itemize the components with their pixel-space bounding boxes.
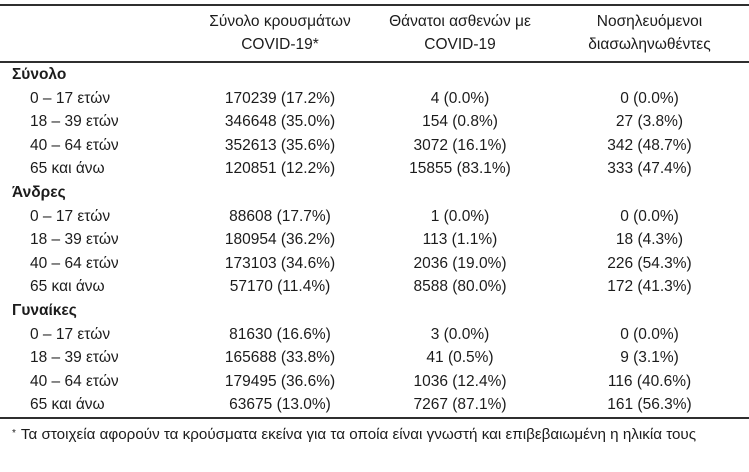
age-label: 40 – 64 ετών	[30, 136, 119, 154]
table-footnote: * Τα στοιχεία αφορούν τα κρούσματα εκείνα…	[0, 416, 749, 444]
age-label: 40 – 64 ετών	[30, 254, 119, 272]
table-row: 18 – 39 ετών 180954 (36.2%) 113 (1.1%) 1…	[0, 228, 749, 252]
deaths-value: 7267 (87.1%)	[413, 396, 507, 414]
covid-age-statistics-page: Σύνολο κρουσμάτων COVID-19* Θάνατοι ασθε…	[0, 4, 749, 444]
intubated-value: 342 (48.7%)	[607, 136, 692, 154]
header-intubated: Νοσηλευόμενοι διασωληνωθέντες	[550, 5, 749, 63]
age-label: 65 και άνω	[30, 160, 105, 178]
intubated-value: 9 (3.1%)	[620, 349, 679, 367]
table-row: 18 – 39 ετών 165688 (33.8%) 41 (0.5%) 9 …	[0, 346, 749, 370]
header-deaths-line2: COVID-19	[424, 36, 496, 53]
table-body: Σύνολο 0 – 17 ετών 170239 (17.2%) 4 (0.0…	[0, 62, 749, 417]
deaths-value: 1036 (12.4%)	[413, 372, 507, 390]
cases-value: 173103 (34.6%)	[224, 254, 336, 272]
table-row: 65 και άνω 57170 (11.4%) 8588 (80.0%) 17…	[0, 275, 749, 299]
table-row: 40 – 64 ετών 352613 (35.6%) 3072 (16.1%)…	[0, 134, 749, 158]
intubated-value: 116 (40.6%)	[607, 372, 692, 390]
footnote-text: Τα στοιχεία αφορούν τα κρούσματα εκείνα …	[20, 425, 697, 443]
deaths-value: 15855 (83.1%)	[409, 160, 511, 178]
section-title-men: Άνδρες	[12, 183, 66, 201]
section-title-women: Γυναίκες	[12, 301, 77, 319]
cases-value: 352613 (35.6%)	[224, 136, 336, 154]
age-label: 65 και άνω	[30, 396, 105, 414]
table-row: 0 – 17 ετών 81630 (16.6%) 3 (0.0%) 0 (0.…	[0, 323, 749, 347]
cases-value: 88608 (17.7%)	[229, 207, 331, 225]
header-total-cases: Σύνολο κρουσμάτων COVID-19*	[190, 5, 370, 63]
header-intubated-line2: διασωληνωθέντες	[588, 36, 711, 53]
cases-value: 180954 (36.2%)	[224, 231, 336, 249]
age-label: 0 – 17 ετών	[30, 207, 111, 225]
intubated-value: 27 (3.8%)	[615, 113, 684, 131]
deaths-value: 3072 (16.1%)	[413, 136, 507, 154]
cases-value: 63675 (13.0%)	[229, 396, 331, 414]
age-label: 18 – 39 ετών	[30, 231, 119, 249]
deaths-value: 2036 (19.0%)	[413, 254, 507, 272]
table-row: 18 – 39 ετών 346648 (35.0%) 154 (0.8%) 2…	[0, 110, 749, 134]
intubated-value: 333 (47.4%)	[607, 160, 692, 178]
deaths-value: 3 (0.0%)	[430, 325, 490, 343]
table-header: Σύνολο κρουσμάτων COVID-19* Θάνατοι ασθε…	[0, 5, 749, 63]
deaths-value: 8588 (80.0%)	[413, 278, 507, 296]
section-row-women: Γυναίκες	[0, 299, 749, 323]
cases-value: 165688 (33.8%)	[224, 349, 336, 367]
table-row: 40 – 64 ετών 179495 (36.6%) 1036 (12.4%)…	[0, 370, 749, 394]
table-row: 65 και άνω 120851 (12.2%) 15855 (83.1%) …	[0, 157, 749, 181]
cases-value: 120851 (12.2%)	[224, 160, 336, 178]
section-row-total: Σύνολο	[0, 62, 749, 87]
cases-value: 179495 (36.6%)	[224, 372, 336, 390]
deaths-value: 154 (0.8%)	[422, 113, 498, 131]
deaths-value: 1 (0.0%)	[430, 207, 490, 225]
cases-value: 170239 (17.2%)	[224, 89, 336, 107]
deaths-value: 113 (1.1%)	[422, 231, 498, 249]
header-total-cases-line1: Σύνολο κρουσμάτων	[209, 13, 351, 30]
intubated-value: 0 (0.0%)	[620, 325, 679, 343]
table-row: 0 – 17 ετών 170239 (17.2%) 4 (0.0%) 0 (0…	[0, 87, 749, 111]
age-label: 18 – 39 ετών	[30, 113, 119, 131]
cases-value: 57170 (11.4%)	[229, 278, 331, 296]
header-empty-cell	[0, 5, 190, 63]
deaths-value: 41 (0.5%)	[426, 349, 494, 367]
age-label: 18 – 39 ετών	[30, 349, 119, 367]
covid-stats-table: Σύνολο κρουσμάτων COVID-19* Θάνατοι ασθε…	[0, 4, 749, 417]
cases-value: 346648 (35.0%)	[224, 113, 336, 131]
intubated-value: 0 (0.0%)	[620, 89, 679, 107]
table-row: 40 – 64 ετών 173103 (34.6%) 2036 (19.0%)…	[0, 252, 749, 276]
section-title-total: Σύνολο	[12, 66, 67, 83]
intubated-value: 172 (41.3%)	[607, 278, 692, 296]
deaths-value: 4 (0.0%)	[430, 89, 490, 107]
header-row: Σύνολο κρουσμάτων COVID-19* Θάνατοι ασθε…	[0, 5, 749, 63]
header-total-cases-line2: COVID-19*	[241, 36, 319, 53]
age-label: 0 – 17 ετών	[30, 325, 111, 343]
header-deaths-line1: Θάνατοι ασθενών με	[389, 13, 531, 30]
section-row-men: Άνδρες	[0, 181, 749, 205]
intubated-value: 18 (4.3%)	[615, 231, 684, 249]
table-row: 65 και άνω 63675 (13.0%) 7267 (87.1%) 16…	[0, 393, 749, 417]
footnote-asterisk-marker: *	[12, 427, 16, 439]
table-row: 0 – 17 ετών 88608 (17.7%) 1 (0.0%) 0 (0.…	[0, 205, 749, 229]
intubated-value: 0 (0.0%)	[620, 207, 679, 225]
header-intubated-line1: Νοσηλευόμενοι	[596, 13, 703, 30]
intubated-value: 161 (56.3%)	[607, 396, 692, 414]
header-deaths: Θάνατοι ασθενών με COVID-19	[370, 5, 550, 63]
age-label: 0 – 17 ετών	[30, 89, 111, 107]
age-label: 40 – 64 ετών	[30, 372, 119, 390]
age-label: 65 και άνω	[30, 278, 105, 296]
intubated-value: 226 (54.3%)	[607, 254, 692, 272]
cases-value: 81630 (16.6%)	[229, 325, 331, 343]
